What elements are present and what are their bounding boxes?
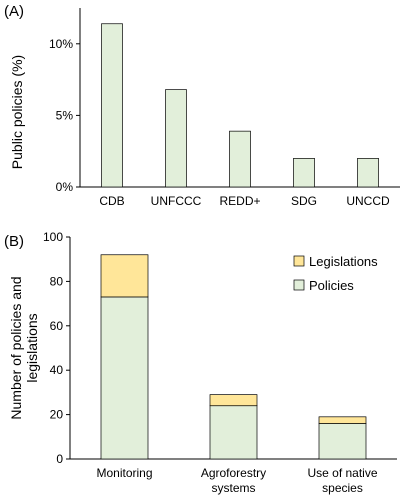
bar-segment <box>209 394 258 407</box>
y-tick-label: 0% <box>56 180 74 194</box>
bar <box>229 130 251 188</box>
panel-a-y-ticks: 0% 5% 10% <box>49 37 80 194</box>
panel-a-x-ticks: CDB UNFCCC REDD+ SDG UNCCD <box>99 194 390 208</box>
y-tick-label: 10% <box>49 37 73 51</box>
x-tick-label: SDG <box>291 194 317 208</box>
bar <box>357 158 379 188</box>
panel-b-y-axis-title: Number of policies and legislations <box>8 276 40 419</box>
y-tick-label: 100 <box>43 230 63 244</box>
x-tick-label: REDD+ <box>219 194 260 208</box>
panel-a-label: (A) <box>4 3 24 20</box>
panel-b-y-ticks: 0 20 40 60 80 100 <box>43 230 70 466</box>
x-tick-label: CDB <box>99 194 124 208</box>
bar <box>293 158 315 188</box>
panel-b-y-axis-title-line-2: legislations <box>24 313 40 382</box>
y-tick-label: 5% <box>56 108 74 122</box>
panel-b: (B) Number of policies and legislations … <box>4 230 397 495</box>
bar-segment <box>100 296 149 460</box>
x-tick-label: Use of native <box>307 466 377 480</box>
y-tick-label: 40 <box>50 363 64 377</box>
bar-segment <box>318 416 367 424</box>
y-tick-label: 20 <box>50 408 64 422</box>
x-tick-label: UNCCD <box>346 194 390 208</box>
panel-b-label: (B) <box>4 233 24 250</box>
panel-a: (A) Public policies (%) 0% 5% 10% CDB UNFCC… <box>4 3 400 208</box>
y-tick-label: 0 <box>56 452 63 466</box>
panel-a-y-axis-title: Public policies (%) <box>9 55 25 169</box>
x-tick-label: species <box>322 481 363 495</box>
x-tick-label: systems <box>211 481 255 495</box>
x-tick-label: Agroforestry <box>201 466 266 480</box>
panel-a-bars <box>101 23 379 188</box>
x-tick-label: UNFCCC <box>151 194 202 208</box>
y-tick-label: 60 <box>50 319 64 333</box>
bar-segment <box>100 254 149 298</box>
bar <box>165 89 187 188</box>
x-tick-label: Monitoring <box>96 466 152 480</box>
panel-b-bars <box>100 254 367 460</box>
bar-segment <box>318 423 367 460</box>
legend-label: Legislations <box>309 254 378 269</box>
panel-b-y-axis-title-line-1: Number of policies and <box>8 276 24 419</box>
legend-swatch <box>293 255 305 267</box>
panel-b-legend: Legislations Policies <box>293 254 378 293</box>
bar <box>101 23 123 188</box>
y-tick-label: 80 <box>50 274 64 288</box>
bar-segment <box>209 405 258 460</box>
legend-swatch <box>293 279 305 291</box>
legend-label: Policies <box>309 278 354 293</box>
